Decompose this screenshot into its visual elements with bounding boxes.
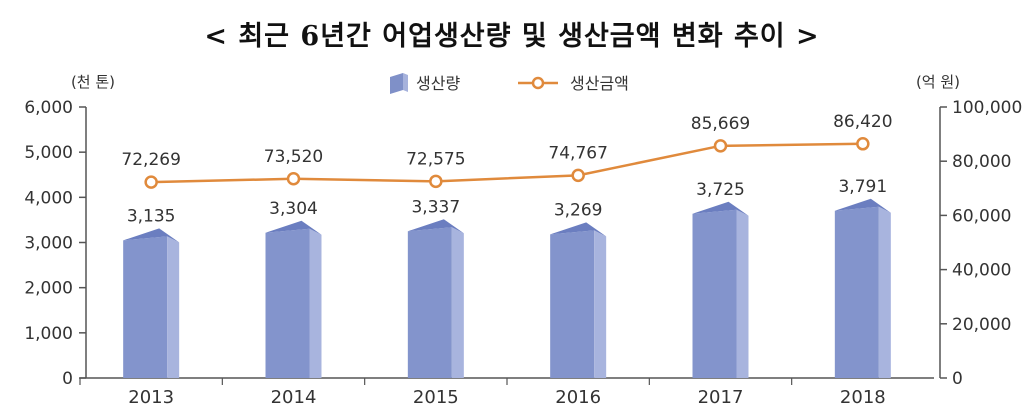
bar-top xyxy=(265,220,322,235)
bar-front xyxy=(123,236,168,378)
bar-side xyxy=(878,206,891,378)
bar-value-label: 3,337 xyxy=(411,197,460,217)
bar xyxy=(692,201,749,378)
line-point xyxy=(429,174,443,189)
line-point xyxy=(713,139,728,153)
bar-front xyxy=(834,206,879,378)
right-tick-label: 60,000 xyxy=(952,206,1011,226)
legend: 생산량 생산금액 xyxy=(390,73,629,94)
legend-bar-icon xyxy=(390,73,408,94)
x-tick-label: 2015 xyxy=(413,387,459,408)
bar xyxy=(834,198,891,378)
left-tick-label: 3,000 xyxy=(24,234,73,254)
bar-value-label: 3,304 xyxy=(269,199,318,219)
bar xyxy=(550,222,607,378)
bar-side xyxy=(167,236,180,378)
bar-top xyxy=(692,201,749,216)
x-tick-label: 2013 xyxy=(128,387,174,408)
left-tick-label: 1,000 xyxy=(24,324,73,344)
line-value-label: 74,767 xyxy=(548,143,607,163)
line-series xyxy=(151,142,863,184)
left-tick-label: 2,000 xyxy=(24,279,73,299)
bar-top xyxy=(123,228,180,243)
x-tick-label: 2018 xyxy=(840,387,886,408)
right-tick-label: 20,000 xyxy=(952,315,1011,335)
bar-front xyxy=(550,230,595,378)
x-tick-label: 2014 xyxy=(271,387,317,408)
line-point xyxy=(856,137,870,151)
line-value-label: 85,669 xyxy=(691,114,750,134)
bar-front xyxy=(692,209,737,378)
x-tick-label: 2016 xyxy=(555,387,601,408)
chart-title: < 최근 6년간 어업생산량 및 생산금액 변화 추이 > xyxy=(204,21,820,52)
legend-label-value: 생산금액 xyxy=(570,74,629,93)
line-value-label: 86,420 xyxy=(833,112,892,132)
bar-top xyxy=(834,198,891,213)
bar-side xyxy=(451,227,464,378)
bar-side xyxy=(309,228,322,378)
bar-top xyxy=(407,219,464,234)
left-tick-label: 5,000 xyxy=(24,143,73,163)
bar-value-label: 3,725 xyxy=(696,180,745,200)
right-tick-label: 40,000 xyxy=(952,261,1011,281)
bar-side xyxy=(736,209,749,378)
bar-front xyxy=(407,227,452,378)
line-value-label: 72,269 xyxy=(121,150,180,170)
bar-value-label: 3,269 xyxy=(554,200,603,220)
bar xyxy=(123,228,180,378)
left-tick-label: 4,000 xyxy=(24,188,73,208)
line-value-label: 72,575 xyxy=(406,149,465,169)
legend-label-production: 생산량 xyxy=(416,74,460,93)
line-value-label: 73,520 xyxy=(264,147,323,167)
x-tick-label: 2017 xyxy=(698,387,744,408)
left-axis-unit: (천 톤) xyxy=(71,73,115,91)
bar-value-label: 3,135 xyxy=(127,206,176,226)
right-tick-label: 80,000 xyxy=(952,152,1011,172)
right-axis-unit: (억 원) xyxy=(916,73,960,91)
bar-top xyxy=(550,222,607,237)
bar xyxy=(407,219,464,378)
bar-side xyxy=(594,230,607,378)
legend-line-icon xyxy=(518,76,558,90)
right-tick-label: 100,000 xyxy=(952,98,1022,118)
left-tick-label: 0 xyxy=(62,369,73,389)
line-point xyxy=(571,168,585,183)
bar-front xyxy=(265,228,310,378)
bar xyxy=(265,220,322,378)
line-point xyxy=(144,175,158,189)
left-tick-label: 6,000 xyxy=(24,98,73,118)
bar-value-label: 3,791 xyxy=(838,177,887,197)
right-tick-label: 0 xyxy=(952,369,963,389)
line-point xyxy=(286,172,301,186)
